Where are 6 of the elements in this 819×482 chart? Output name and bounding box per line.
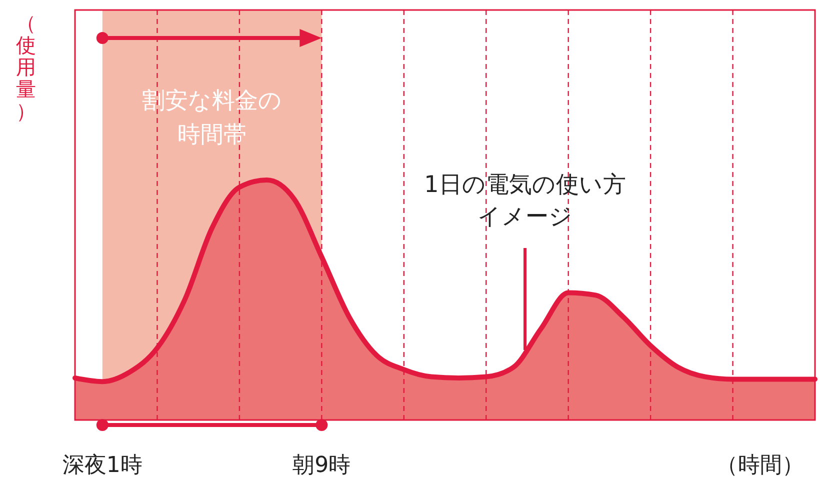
- annotation: 1日の電気の使い方イメージ: [424, 172, 626, 230]
- band-label: 割安な料金の時間帯: [142, 88, 282, 148]
- y-axis-title: （使用量）: [16, 11, 36, 123]
- x-tick-label: 朝9時: [292, 453, 351, 478]
- x-tick-label: 深夜1時: [62, 453, 142, 478]
- x-axis-title: （時間）: [716, 453, 804, 478]
